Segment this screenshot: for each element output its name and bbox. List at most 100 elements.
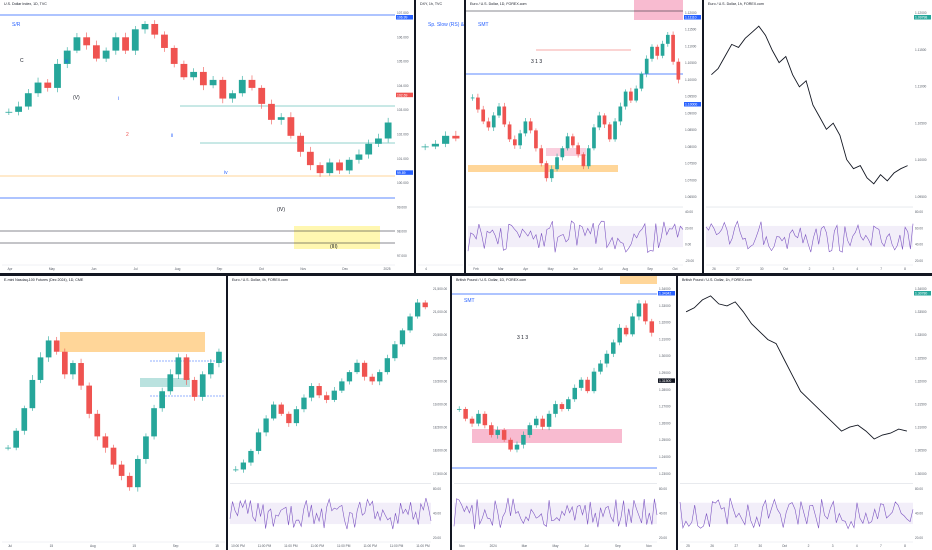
price-label: 1.34342: [659, 292, 671, 296]
chart-pane-gbpusd-1h[interactable]: British Pound / U.S. Dollar, 1h, FOREX.c…: [678, 276, 932, 550]
y-tick-label: 98.000: [397, 230, 407, 234]
y-tick-label: 1.31500: [915, 402, 927, 406]
price-label: 1.11110: [685, 16, 697, 20]
x-tick-label: May: [548, 267, 554, 271]
x-tick-label: 4: [856, 544, 858, 548]
chart-pane-eurusd-1h[interactable]: Euro / U.S. Dollar, 1h, FOREX.com 1.12000…: [704, 0, 932, 273]
candle-body: [375, 138, 382, 144]
pane-divider[interactable]: [676, 276, 678, 550]
price-label: 1.09798: [915, 16, 927, 20]
y-tick-label: 1.34000: [659, 287, 671, 291]
rsi-line: [705, 220, 914, 253]
candle-body: [345, 159, 353, 171]
pane-divider[interactable]: [414, 0, 416, 273]
x-tick-label: Feb: [473, 267, 479, 271]
wave-annotation: ii: [171, 133, 173, 139]
rsi-band: [706, 225, 913, 248]
candle-body: [21, 408, 28, 431]
pane-divider[interactable]: [450, 276, 452, 550]
candle-body: [175, 357, 182, 375]
y-tick-label: 1.27000: [659, 405, 671, 409]
demand-zone: [468, 165, 618, 172]
chart-pane-eurusd-4h[interactable]: Euro / U.S. Dollar, 4h, FOREX.com 21,500.…: [228, 276, 450, 550]
chart-pane-dxy-1h[interactable]: DXY, 1h, TVC 4 Sp. Slow (RS) & new: [416, 0, 464, 273]
wave-annotation: SMT: [464, 298, 475, 304]
candle-body: [110, 447, 117, 465]
rsi-tick-label: -20.00: [685, 259, 694, 263]
chart-svg-eurusd-daily: Euro / U.S. Dollar, 1D, FOREX.com 1.12000…: [466, 0, 701, 271]
candle-body: [636, 303, 642, 317]
candle-body: [586, 148, 591, 167]
wave-annotation: SMT: [478, 22, 489, 28]
pane-divider[interactable]: [226, 276, 228, 550]
chart-pane-dxy-daily[interactable]: U.S. Dollar Index, 1D, TVC 107.000 106.000…: [0, 0, 414, 273]
candle-body: [268, 103, 275, 120]
candle-body: [102, 436, 109, 448]
demand-zone: [472, 429, 622, 443]
candle-body: [61, 351, 68, 375]
candle-body: [565, 136, 570, 149]
candle-body: [559, 404, 565, 409]
y-tick-label: 1.10500: [915, 121, 927, 125]
y-tick-label: 1.33500: [915, 310, 927, 314]
y-tick-label: 20,500.00: [433, 333, 447, 337]
candle-body: [331, 390, 337, 400]
x-tick-label: 4: [425, 267, 427, 271]
chart-pane-gbpusd-daily[interactable]: British Pound / U.S. Dollar, 1D, FOREX.c…: [452, 276, 676, 550]
candle-body: [643, 303, 648, 322]
candle-body: [141, 23, 149, 30]
y-tick-label: 1.30500: [915, 449, 927, 453]
x-tick-label: Jul: [585, 544, 589, 548]
y-tick-label: 1.08500: [685, 128, 697, 132]
candle-body: [452, 135, 460, 139]
wave-annotation: S/R: [12, 22, 21, 28]
y-tick-label: 104.000: [397, 84, 409, 88]
y-tick-label: 1.25000: [659, 438, 671, 442]
chart-pane-eurusd-daily[interactable]: Euro / U.S. Dollar, 1D, FOREX.com 1.12000…: [466, 0, 702, 273]
x-tick-label: Jul: [8, 544, 12, 548]
rsi-tick-label: 80.00: [915, 210, 923, 214]
candle-body: [655, 46, 660, 56]
x-tick-label: Apr: [523, 267, 529, 271]
candle-body: [671, 34, 675, 62]
x-tick-label: 7: [880, 267, 882, 271]
chart-title: Euro / U.S. Dollar, 1h, FOREX.com: [708, 2, 764, 6]
candle-body: [534, 130, 538, 149]
candle-body: [512, 139, 517, 146]
price-label-bg: [658, 291, 675, 296]
price-label: 1.31500: [659, 379, 671, 383]
pane-divider[interactable]: [464, 0, 466, 273]
candle-body: [29, 379, 36, 409]
y-tick-label: 1.10500: [685, 61, 697, 65]
candle-body: [263, 418, 269, 433]
y-tick-label: 1.10000: [915, 158, 927, 162]
candle-body: [151, 23, 159, 35]
y-tick-label: 1.07000: [685, 178, 697, 182]
x-tick-label: Sep: [615, 544, 621, 548]
candle-body: [649, 321, 655, 333]
y-tick-label: 1.30000: [659, 354, 671, 358]
candle-body: [159, 391, 166, 409]
x-tick-label: 11:00 PM: [311, 544, 325, 548]
chart-title: U.S. Dollar Index, 1D, TVC: [4, 2, 47, 6]
chart-pane-nasdaq-daily[interactable]: E-mini Nasdaq-100 Futures (Dec 2024), 1D…: [0, 276, 226, 550]
fvg-zone: [546, 148, 586, 156]
candle-body: [527, 425, 533, 435]
rsi-line: [229, 497, 432, 530]
x-tick-label: 15: [50, 544, 54, 548]
candle-body: [161, 34, 168, 48]
candle-body: [377, 372, 383, 382]
candle-body: [287, 117, 295, 136]
candle-body: [238, 79, 246, 94]
candle-body: [470, 97, 475, 99]
pane-divider[interactable]: [702, 0, 704, 273]
y-tick-label: 101.000: [397, 157, 409, 161]
y-tick-label: 1.07500: [685, 162, 697, 166]
candle-body: [384, 122, 392, 139]
candle-body: [555, 157, 559, 170]
pane-divider[interactable]: [0, 273, 932, 276]
x-tick-label: 8: [904, 267, 906, 271]
candle-body: [546, 413, 552, 427]
x-tick-label: Nov: [646, 544, 652, 548]
candle-body: [495, 430, 500, 435]
